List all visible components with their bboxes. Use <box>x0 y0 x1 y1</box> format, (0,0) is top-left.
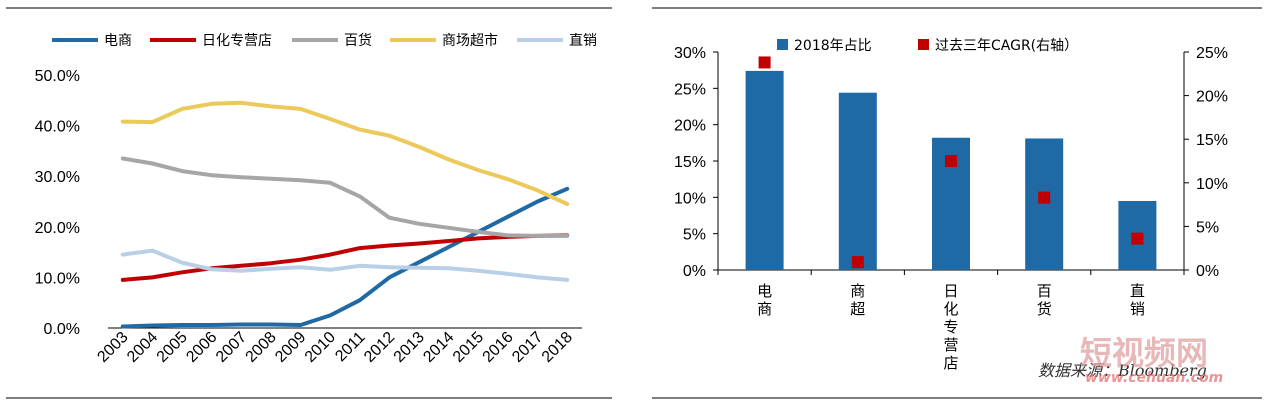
bar-chart: 0% 5% 10% 15% 20% 25% 30% 0% 5% 10% 15% 20% 25% 电商 商超 日… <box>674 38 1228 372</box>
scatter-point <box>945 155 957 167</box>
y2-tick-label: 0% <box>1196 263 1219 280</box>
y-tick-label: 40.0% <box>35 119 80 136</box>
y2-tick-label: 10% <box>1196 176 1228 193</box>
x-tick-label: 2012 <box>361 329 398 366</box>
x-tick-label: 2013 <box>391 329 428 366</box>
bar <box>838 92 877 271</box>
y-tick-label: 25% <box>674 81 706 98</box>
x-tick-label: 2015 <box>450 329 487 366</box>
watermark-text: 短视频网 <box>1080 334 1208 372</box>
category-label: 商超 <box>850 282 865 318</box>
y-tick-label: 20.0% <box>35 220 80 237</box>
series-line <box>120 186 570 329</box>
y-tick-label: 30% <box>674 45 706 62</box>
x-tick-label: 2010 <box>302 329 339 366</box>
series-line <box>120 248 570 282</box>
y-tick-label: 15% <box>674 154 706 171</box>
y-tick-label: 0% <box>683 263 706 280</box>
y2-tick-label: 5% <box>1196 219 1219 236</box>
legend-label: 直销 <box>569 32 597 49</box>
legend-label: 百货 <box>344 32 372 49</box>
x-tick-label: 2007 <box>213 329 250 366</box>
category-label: 直销 <box>1130 282 1145 318</box>
x-tick-label: 2009 <box>272 329 309 366</box>
x-tick-label: 2016 <box>480 329 517 366</box>
y2-tick-label: 20% <box>1196 89 1228 106</box>
scatter-point <box>1131 232 1144 245</box>
category-label: 日化专营店 <box>943 282 958 372</box>
y-tick-label: 10% <box>674 190 706 207</box>
y2-tick-label: 15% <box>1196 132 1228 149</box>
legend-label: 2018年占比 <box>794 38 872 54</box>
line-chart: 0.0%10.0%20.0%30.0%40.0%50.0%20032004200… <box>35 32 597 366</box>
x-tick-label: 2003 <box>94 329 131 366</box>
x-tick-label: 2004 <box>124 329 161 366</box>
scatter-point <box>851 256 864 269</box>
legend-swatch <box>918 39 929 50</box>
category-label: 百货 <box>1037 282 1052 318</box>
legend-label: 电商 <box>104 33 132 49</box>
x-tick-label: 2014 <box>420 329 457 366</box>
y-tick-label: 20% <box>674 118 706 135</box>
legend-swatch <box>777 39 788 50</box>
series-line <box>120 100 570 206</box>
x-tick-label: 2005 <box>154 329 191 366</box>
y-tick-label: 50.0% <box>35 68 80 85</box>
y-tick-label: 30.0% <box>35 169 80 186</box>
bar <box>1025 138 1064 270</box>
legend-label: 日化专营店 <box>202 33 272 49</box>
x-tick-label: 2008 <box>243 329 280 366</box>
y2-tick-label: 25% <box>1196 45 1228 62</box>
category-label: 电商 <box>757 282 772 318</box>
series-line <box>120 233 570 282</box>
x-tick-label: 2006 <box>183 329 220 366</box>
bar <box>745 70 784 270</box>
x-tick-label: 2011 <box>332 329 368 365</box>
x-tick-label: 2017 <box>509 329 546 366</box>
source-text: 数据来源：Bloomberg <box>1038 361 1207 380</box>
scatter-point <box>1038 191 1051 204</box>
y-tick-label: 5% <box>683 227 706 244</box>
legend-label: 商场超市 <box>442 32 498 49</box>
y-tick-label: 0.0% <box>44 321 80 338</box>
scatter-point <box>758 56 771 69</box>
x-tick-label: 2018 <box>539 329 576 366</box>
watermark-url: www.cehuan.com <box>1085 370 1223 386</box>
series-line <box>120 156 570 238</box>
legend-label: 过去三年CAGR(右轴） <box>935 38 1078 54</box>
y-tick-label: 10.0% <box>35 270 80 287</box>
